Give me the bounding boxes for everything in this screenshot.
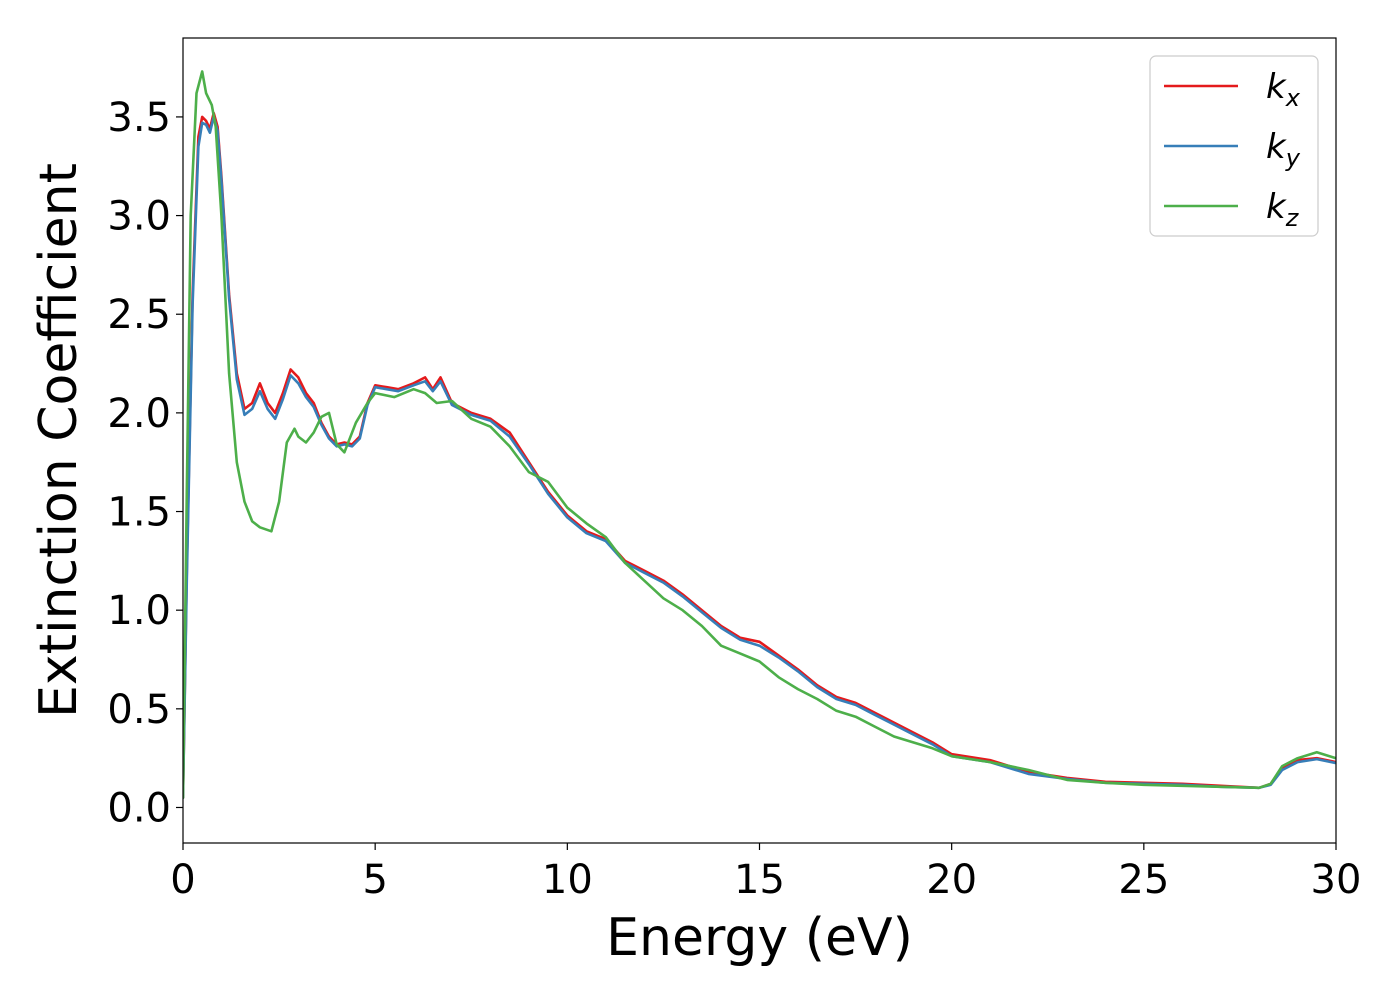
legend-label-subscript: z bbox=[1285, 204, 1300, 232]
legend-label-main: k bbox=[1266, 187, 1287, 227]
x-tick-label: 5 bbox=[362, 857, 387, 903]
legend-label-kx: kx bbox=[1266, 67, 1301, 112]
y-tick-label: 0.5 bbox=[107, 687, 171, 733]
x-tick-label: 0 bbox=[170, 857, 195, 903]
plot-lines bbox=[183, 70, 1336, 799]
y-tick-label: 3.5 bbox=[107, 95, 171, 141]
y-tick-label: 2.5 bbox=[107, 292, 171, 338]
x-tick-label: 10 bbox=[542, 857, 593, 903]
y-axis-title: Extinction Coefficient bbox=[29, 163, 89, 718]
y-tick-label: 1.5 bbox=[107, 490, 171, 536]
legend-label-main: k bbox=[1266, 67, 1287, 107]
y-tick-label: 0.0 bbox=[107, 785, 171, 831]
legend-label-main: k bbox=[1266, 127, 1287, 167]
legend-label-ky: ky bbox=[1266, 127, 1301, 172]
x-tick-label: 20 bbox=[926, 857, 977, 903]
x-tick-label: 30 bbox=[1311, 857, 1362, 903]
x-axis-title: Energy (eV) bbox=[606, 908, 913, 968]
series-line-kz bbox=[183, 70, 1336, 799]
y-tick-label: 2.0 bbox=[107, 391, 171, 437]
legend-label-subscript: y bbox=[1285, 144, 1301, 172]
series-line-kx bbox=[183, 111, 1336, 799]
y-tick-label: 1.0 bbox=[107, 588, 171, 634]
y-tick-label: 3.0 bbox=[107, 194, 171, 240]
y-axis-ticks: 0.0 0.5 1.0 1.5 2.0 2.5 3.0 3.5 bbox=[107, 95, 183, 831]
x-tick-label: 25 bbox=[1118, 857, 1169, 903]
x-tick-label: 15 bbox=[734, 857, 785, 903]
legend-label-subscript: x bbox=[1285, 84, 1301, 112]
x-axis-ticks: 0 5 10 15 20 25 30 bbox=[170, 843, 1361, 903]
legend-label-kz: kz bbox=[1266, 187, 1300, 232]
